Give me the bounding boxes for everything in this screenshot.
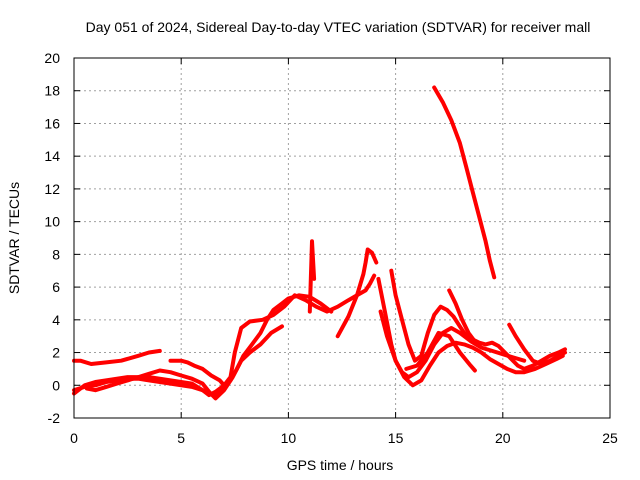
y-tick-label: 12 (44, 181, 60, 197)
ticks (73, 57, 611, 419)
series-track-10 (389, 268, 567, 371)
y-tick-label: 4 (52, 312, 60, 328)
series-track-13 (432, 85, 497, 280)
series-track-9 (378, 309, 565, 388)
series-group (72, 85, 567, 401)
y-tick-label: 2 (52, 345, 60, 361)
x-tick-labels: 0 5 10 15 20 25 (70, 430, 618, 446)
y-tick-label: 14 (44, 148, 60, 164)
series-track-11 (404, 330, 477, 373)
series-track-1 (72, 348, 162, 366)
x-tick-label: 25 (602, 430, 618, 446)
y-axis-label: SDTVAR / TECUs (6, 182, 22, 294)
x-tick-label: 0 (70, 430, 78, 446)
series-track-12 (447, 288, 480, 347)
series-track-7 (335, 247, 379, 339)
y-tick-label: 8 (52, 246, 60, 262)
y-tick-label: 6 (52, 279, 60, 295)
y-tick-labels: -2 0 2 4 6 8 10 12 14 16 18 20 (44, 50, 60, 426)
grid (74, 58, 610, 418)
series-track-14 (507, 322, 567, 366)
x-tick-label: 15 (388, 430, 404, 446)
y-tick-label: -2 (48, 410, 61, 426)
series-track-6 (307, 239, 317, 314)
y-tick-label: 20 (44, 50, 60, 66)
series-track-2 (72, 273, 377, 398)
series-track-5 (168, 358, 227, 388)
y-tick-label: 0 (52, 377, 60, 393)
x-axis-label: GPS time / hours (287, 457, 394, 473)
series-track-3 (72, 293, 334, 398)
x-tick-label: 5 (177, 430, 185, 446)
chart-title: Day 051 of 2024, Sidereal Day-to-day VTE… (86, 19, 591, 35)
x-tick-label: 20 (495, 430, 511, 446)
plot-frame (73, 57, 611, 419)
y-tick-label: 10 (44, 214, 60, 230)
y-tick-label: 18 (44, 83, 60, 99)
series-track-4 (84, 324, 284, 401)
y-tick-label: 16 (44, 115, 60, 131)
x-tick-label: 10 (281, 430, 297, 446)
